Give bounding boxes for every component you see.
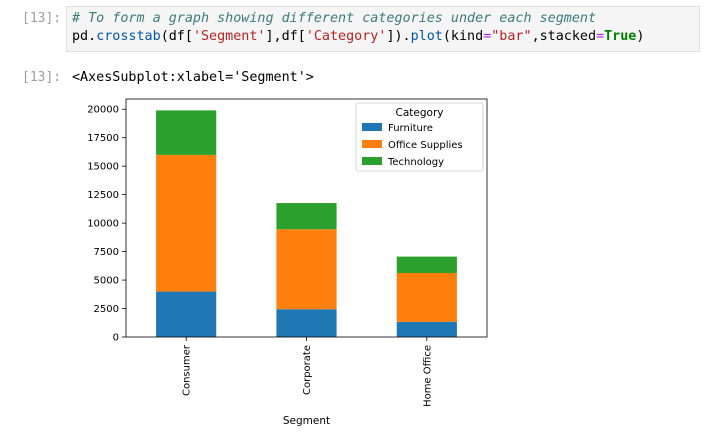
legend-title: Category (396, 107, 444, 119)
code-token: "bar" (491, 29, 532, 44)
bar-segment (396, 256, 457, 274)
legend-entry: Technology (387, 157, 444, 168)
code-token: plot (410, 29, 443, 44)
legend-swatch (362, 157, 382, 165)
code-token: (df[ (160, 29, 193, 44)
x-tick-label: Corporate (302, 345, 313, 395)
y-tick-label: 15000 (87, 162, 119, 173)
code-comment: # To form a graph showing different cate… (72, 11, 597, 26)
bar-segment (156, 110, 217, 155)
x-tick-label: Home Office (422, 345, 433, 407)
code-token: ]). (386, 29, 411, 44)
code-token: = (483, 29, 492, 44)
input-cell: [13]: # To form a graph showing differen… (0, 6, 704, 54)
y-tick-label: 0 (113, 333, 119, 344)
y-tick-label: 17500 (87, 133, 119, 144)
output-cell: [13]: <AxesSubplot:xlabel='Segment'> 0 25… (0, 64, 704, 447)
output-repr: <AxesSubplot:xlabel='Segment'> (72, 70, 314, 85)
code-token: = (596, 29, 605, 44)
legend-entry: Furniture (388, 123, 433, 134)
bar-segment (276, 203, 337, 230)
code-token: crosstab (96, 29, 161, 44)
legend-swatch (362, 123, 382, 131)
code-token: 'Segment' (192, 29, 266, 44)
code-token: ,stacked (531, 29, 597, 44)
y-tick-label: 2500 (94, 304, 119, 315)
code-editor[interactable]: # To form a graph showing different cate… (66, 6, 700, 52)
bar-segment (276, 229, 337, 310)
code-line: pd.crosstab(df['Segment'],df['Category']… (72, 28, 699, 46)
code-token: (kind (442, 29, 484, 44)
y-tick-label: 12500 (87, 190, 119, 201)
bar-segment (396, 321, 457, 337)
bar-segment (396, 273, 457, 322)
code-token: ) (636, 29, 645, 44)
code-token: 'Category' (305, 29, 387, 44)
y-tick-label: 20000 (87, 105, 119, 116)
stacked-bar-chart: 0 2500 5000 7500 10000 12500 15000 17500 20000 Co… (87, 98, 488, 427)
x-axis-label: Segment (283, 415, 330, 427)
legend-swatch (362, 140, 382, 148)
bar-segment (156, 291, 217, 337)
code-token: True (604, 29, 637, 44)
legend-entry: Office Supplies (388, 140, 463, 151)
code-token: ],df[ (265, 29, 306, 44)
legend-box (355, 102, 484, 172)
code-token: pd. (72, 29, 97, 44)
y-tick-label: 10000 (87, 219, 119, 230)
input-prompt: [13]: (22, 11, 62, 26)
y-tick-label: 7500 (94, 247, 119, 258)
output-prompt: [13]: (22, 70, 62, 85)
y-tick-label: 5000 (94, 276, 119, 287)
bar-segment (276, 309, 337, 337)
bar-segment (156, 154, 217, 292)
x-tick-label: Consumer (182, 344, 193, 396)
